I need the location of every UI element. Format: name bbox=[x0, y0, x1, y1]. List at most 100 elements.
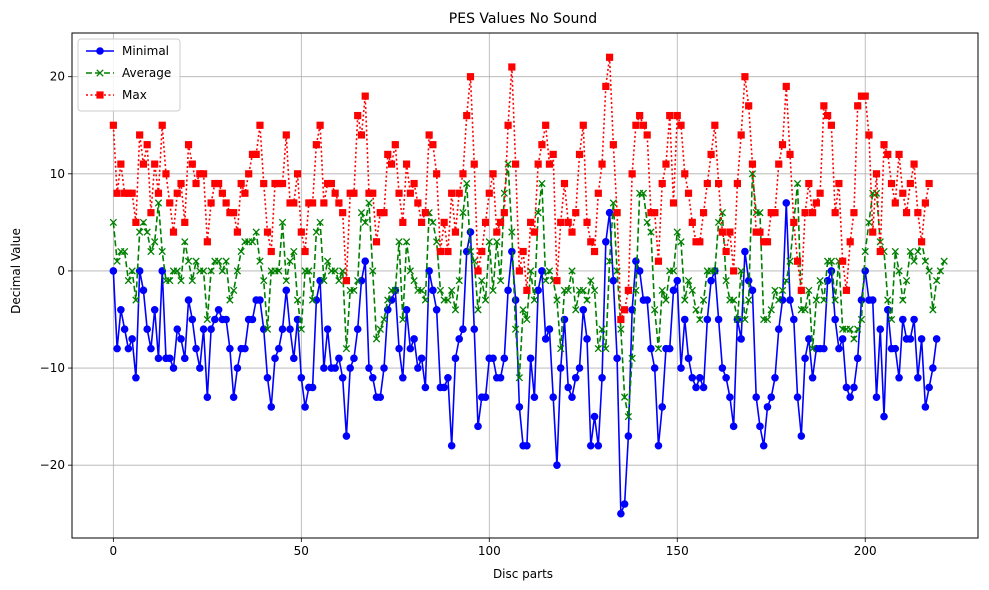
data-point-minimal bbox=[368, 373, 377, 382]
data-point-max bbox=[846, 238, 854, 246]
data-point-average bbox=[290, 247, 298, 256]
data-point-max bbox=[121, 189, 129, 197]
data-point-minimal bbox=[797, 432, 806, 440]
data-point-minimal bbox=[481, 393, 490, 401]
data-point-minimal bbox=[233, 364, 242, 372]
legend-marker-minimal bbox=[96, 47, 104, 55]
x-marker-stroke bbox=[132, 296, 140, 304]
data-point-minimal bbox=[835, 344, 843, 353]
x-marker-stroke bbox=[936, 267, 945, 275]
data-point-minimal bbox=[729, 422, 738, 431]
data-point-max bbox=[485, 189, 493, 197]
data-point-max bbox=[722, 247, 730, 256]
x-marker-stroke bbox=[669, 267, 678, 275]
data-point-minimal bbox=[650, 364, 659, 372]
data-point-minimal bbox=[353, 325, 362, 334]
x-marker-stroke bbox=[354, 276, 362, 285]
data-point-average bbox=[406, 267, 414, 275]
data-point-max bbox=[699, 209, 708, 217]
data-point-average bbox=[805, 286, 813, 295]
data-point-minimal bbox=[342, 432, 351, 440]
data-point-average bbox=[372, 335, 381, 343]
data-point-max bbox=[248, 150, 257, 158]
x-marker-stroke bbox=[395, 238, 403, 246]
data-point-max bbox=[658, 179, 666, 188]
data-point-minimal bbox=[609, 276, 618, 285]
data-point-max bbox=[410, 179, 418, 188]
x-marker-stroke bbox=[714, 218, 723, 227]
x-marker-stroke bbox=[496, 276, 505, 285]
data-point-average bbox=[489, 286, 497, 295]
data-point-max bbox=[647, 209, 655, 217]
x-marker-stroke bbox=[925, 267, 933, 275]
data-point-max bbox=[703, 179, 711, 188]
data-point-minimal bbox=[267, 403, 276, 411]
x-marker-stroke bbox=[861, 247, 869, 256]
x-marker-stroke bbox=[500, 189, 508, 197]
data-point-max bbox=[745, 102, 753, 110]
x-marker-stroke bbox=[508, 228, 516, 236]
x-marker-stroke bbox=[158, 247, 166, 256]
data-point-minimal bbox=[643, 296, 651, 304]
data-point-minimal bbox=[226, 344, 234, 353]
data-point-average bbox=[237, 247, 245, 256]
data-point-max bbox=[839, 257, 847, 265]
axis-ticks: 0 50 100 150 200 −20 −10 0 10 20 bbox=[40, 70, 877, 558]
data-point-average bbox=[530, 296, 539, 304]
x-marker-stroke bbox=[647, 228, 655, 236]
x-marker-stroke bbox=[417, 286, 426, 295]
data-point-average bbox=[282, 276, 290, 285]
x-marker-stroke bbox=[692, 306, 700, 314]
data-point-average bbox=[365, 199, 373, 207]
data-point-minimal bbox=[624, 432, 633, 440]
data-point-max bbox=[801, 209, 809, 217]
data-point-average bbox=[369, 267, 377, 275]
data-point-minimal bbox=[752, 393, 760, 401]
data-point-max bbox=[820, 102, 828, 110]
x-marker-stroke bbox=[128, 267, 136, 275]
data-point-minimal bbox=[831, 315, 839, 324]
data-point-max bbox=[365, 189, 373, 197]
data-point-average bbox=[865, 218, 873, 227]
data-point-max bbox=[331, 189, 339, 197]
data-point-average bbox=[478, 276, 486, 285]
data-point-minimal bbox=[466, 228, 475, 236]
x-tick-label: 150 bbox=[666, 544, 689, 558]
data-point-max bbox=[718, 228, 726, 236]
data-point-max bbox=[530, 228, 538, 236]
data-point-average bbox=[553, 296, 561, 304]
data-point-minimal bbox=[109, 267, 118, 275]
x-marker-stroke bbox=[192, 257, 200, 265]
x-marker-stroke bbox=[275, 267, 283, 275]
data-point-max bbox=[842, 286, 851, 294]
x-marker-stroke bbox=[786, 257, 794, 265]
data-point-max bbox=[639, 121, 648, 129]
x-marker-stroke bbox=[519, 306, 527, 314]
data-point-average bbox=[669, 267, 678, 275]
data-point-minimal bbox=[767, 393, 776, 401]
data-point-max bbox=[139, 160, 148, 168]
data-point-minimal bbox=[117, 305, 125, 314]
x-marker-stroke bbox=[801, 306, 809, 314]
series-line-max bbox=[112, 57, 930, 320]
data-point-max bbox=[196, 170, 204, 178]
data-point-max bbox=[790, 218, 798, 226]
x-marker-stroke bbox=[181, 238, 189, 246]
data-point-minimal bbox=[703, 315, 712, 324]
data-point-max bbox=[143, 141, 151, 149]
data-point-minimal bbox=[673, 276, 682, 285]
data-point-minimal bbox=[154, 354, 163, 363]
data-point-minimal bbox=[143, 325, 151, 334]
data-point-minimal bbox=[808, 373, 817, 382]
data-point-max bbox=[673, 111, 681, 120]
data-point-average bbox=[857, 315, 866, 324]
data-point-average bbox=[508, 228, 516, 236]
data-point-minimal bbox=[707, 276, 715, 285]
data-point-max bbox=[384, 150, 392, 158]
data-point-average bbox=[932, 276, 941, 285]
data-point-max bbox=[854, 102, 862, 110]
x-marker-stroke bbox=[805, 286, 813, 295]
data-point-max bbox=[237, 179, 245, 188]
data-point-average bbox=[846, 325, 854, 333]
x-marker-stroke bbox=[260, 276, 268, 285]
